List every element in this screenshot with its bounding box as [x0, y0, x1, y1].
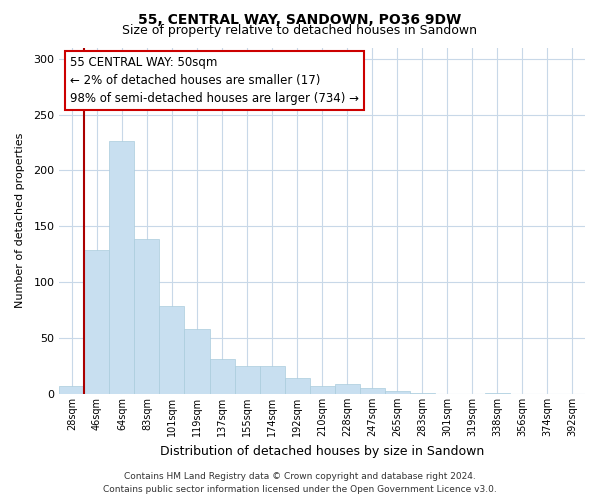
Bar: [260, 366, 284, 394]
Bar: [160, 306, 184, 394]
Bar: [410, 393, 435, 394]
Bar: [284, 378, 310, 394]
Text: 55, CENTRAL WAY, SANDOWN, PO36 9DW: 55, CENTRAL WAY, SANDOWN, PO36 9DW: [139, 12, 461, 26]
Bar: [485, 393, 510, 394]
Bar: [109, 142, 134, 394]
X-axis label: Distribution of detached houses by size in Sandown: Distribution of detached houses by size …: [160, 444, 484, 458]
Bar: [209, 360, 235, 394]
Text: Contains HM Land Registry data © Crown copyright and database right 2024.
Contai: Contains HM Land Registry data © Crown c…: [103, 472, 497, 494]
Bar: [360, 388, 385, 394]
Text: Size of property relative to detached houses in Sandown: Size of property relative to detached ho…: [122, 24, 478, 37]
Bar: [335, 384, 360, 394]
Bar: [385, 390, 410, 394]
Bar: [310, 386, 335, 394]
Bar: [59, 386, 85, 394]
Bar: [85, 250, 109, 394]
Bar: [134, 238, 160, 394]
Bar: [235, 366, 260, 394]
Bar: [184, 329, 209, 394]
Y-axis label: Number of detached properties: Number of detached properties: [15, 133, 25, 308]
Text: 55 CENTRAL WAY: 50sqm
← 2% of detached houses are smaller (17)
98% of semi-detac: 55 CENTRAL WAY: 50sqm ← 2% of detached h…: [70, 56, 359, 105]
